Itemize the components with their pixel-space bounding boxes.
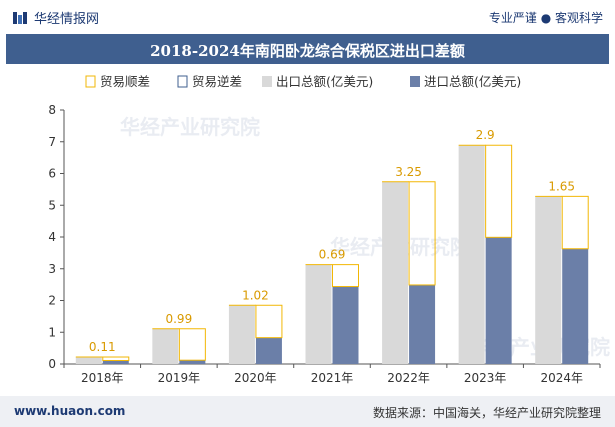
export-bar <box>305 264 332 364</box>
x-tick-label: 2022年 <box>387 371 430 385</box>
legend-surplus-swatch <box>85 75 96 88</box>
x-tick-label: 2020年 <box>234 371 277 385</box>
legend-label: 出口总额(亿美元) <box>276 74 373 89</box>
legend-label: 贸易逆差 <box>192 74 242 89</box>
watermark-text: 华经产业研究院 <box>120 115 260 139</box>
import-bar <box>255 337 282 364</box>
legend-import-swatch <box>410 76 420 87</box>
chart-legend: 贸易顺差 贸易逆差 出口总额(亿美元) 进口总额(亿美元) <box>85 74 521 89</box>
brand-logo-icon <box>13 11 27 24</box>
y-tick-label: 4 <box>48 230 56 244</box>
trade-surplus-box <box>485 144 513 238</box>
x-tick-label: 2019年 <box>158 371 201 385</box>
trade-balance-label: 0.99 <box>165 312 192 326</box>
trade-surplus-box <box>408 181 436 286</box>
trade-balance-label: 1.02 <box>242 288 269 302</box>
legend-export-swatch <box>262 76 272 87</box>
footer-website[interactable]: www.huaon.com <box>14 404 126 418</box>
import-bar <box>332 286 359 364</box>
legend-label: 贸易顺差 <box>100 74 150 89</box>
y-tick-label: 1 <box>48 325 56 339</box>
x-tick-label: 2021年 <box>311 371 354 385</box>
title-bar: 2018-2024年南阳卧龙综合保税区进出口差额 <box>6 34 609 64</box>
trade-surplus-box <box>178 328 206 361</box>
chart-bars <box>75 144 589 364</box>
footer-source: 数据来源：中国海关，华经产业研究院整理 <box>372 406 601 420</box>
trade-surplus-box <box>561 195 589 250</box>
brand-logo[interactable]: 华经情报网 <box>12 8 99 27</box>
import-bar <box>562 248 589 364</box>
chart-title: 2018-2024年南阳卧龙综合保税区进出口差额 <box>150 42 465 60</box>
export-bar <box>152 328 179 364</box>
y-tick-label: 2 <box>48 294 56 308</box>
trade-balance-label: 0.11 <box>89 340 116 354</box>
export-bar <box>535 196 562 364</box>
import-bar <box>485 237 512 364</box>
trade-balance-label: 1.65 <box>548 179 575 193</box>
export-bar <box>228 305 255 364</box>
brand-name: 华经情报网 <box>34 12 100 27</box>
import-bar <box>179 360 206 364</box>
y-tick-label: 5 <box>48 198 56 212</box>
trade-balance-label: 0.69 <box>319 248 346 262</box>
trade-balance-label: 2.9 <box>476 128 495 142</box>
legend-deficit-swatch <box>177 75 188 88</box>
x-tick-label: 2024年 <box>540 371 583 385</box>
top-bar: 华经情报网 专业严谨 ● 客观科学 <box>0 0 615 34</box>
import-bar <box>102 360 129 364</box>
trade-balance-label: 3.25 <box>395 165 422 179</box>
trade-surplus-box <box>332 264 359 288</box>
export-bar <box>458 145 485 364</box>
y-tick-label: 3 <box>48 262 56 276</box>
slogan: 专业严谨 ● 客观科学 <box>488 11 603 25</box>
export-bar <box>382 181 409 364</box>
y-tick-label: 7 <box>48 135 56 149</box>
y-tick-label: 6 <box>48 167 56 181</box>
y-tick-label: 0 <box>48 357 56 371</box>
y-tick-label: 8 <box>48 103 56 117</box>
x-tick-label: 2018年 <box>81 371 124 385</box>
import-bar <box>409 284 436 364</box>
x-tick-label: 2023年 <box>464 371 507 385</box>
trade-surplus-box <box>102 356 130 362</box>
chart-labels: 0.11 0.99 1.02 0.69 3.25 2.9 1.65 <box>89 128 575 354</box>
legend-label: 进口总额(亿美元) <box>424 74 521 89</box>
footer: www.huaon.com 数据来源：中国海关，华经产业研究院整理 <box>0 396 615 427</box>
trade-surplus-box <box>255 304 283 339</box>
export-bar <box>75 357 102 364</box>
